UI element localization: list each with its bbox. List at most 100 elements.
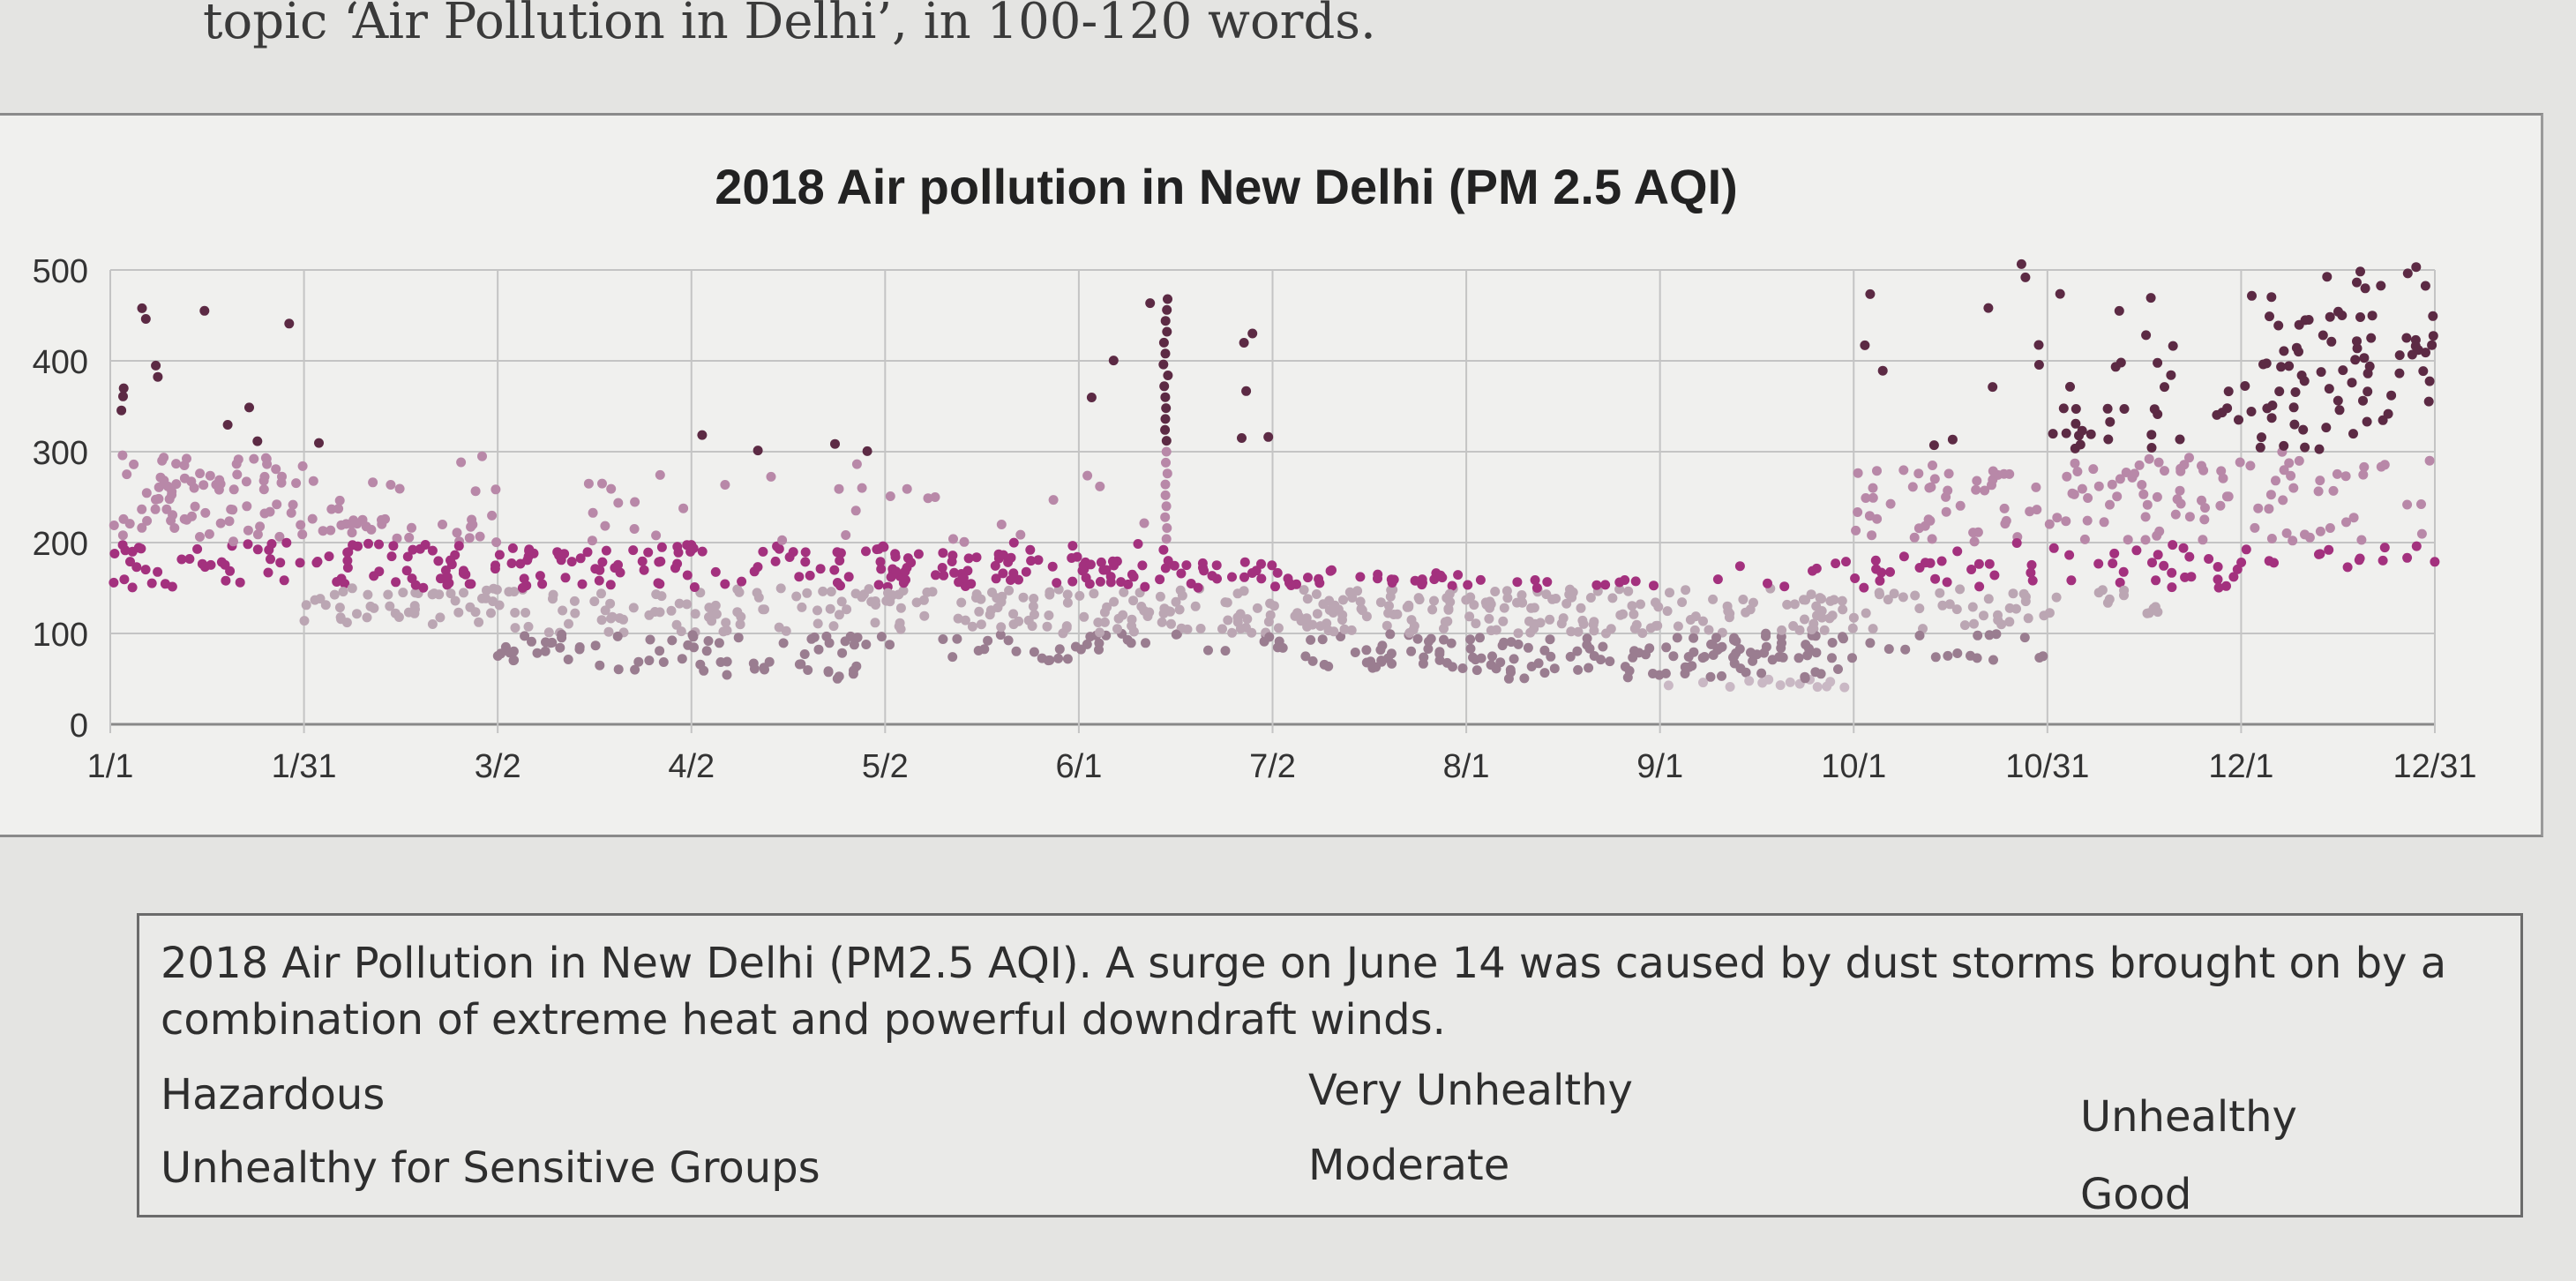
- data-point: [1868, 483, 1878, 493]
- data-point: [1539, 645, 1550, 655]
- data-point: [1689, 633, 1699, 643]
- y-tick-label: 400: [33, 344, 88, 381]
- data-point: [2115, 474, 2125, 484]
- data-point: [459, 588, 468, 598]
- data-point: [2112, 491, 2123, 502]
- data-point: [2430, 557, 2440, 567]
- data-point: [2065, 381, 2075, 392]
- data-point: [1096, 557, 1106, 567]
- page-header-text: topic ‘Air Pollution in Delhi’, in 100-1…: [203, 0, 1376, 50]
- data-point: [2200, 503, 2210, 513]
- data-point: [845, 631, 856, 641]
- data-point: [672, 542, 683, 552]
- data-point: [677, 654, 687, 664]
- data-point: [2026, 559, 2037, 570]
- data-point: [1465, 643, 1476, 654]
- data-point: [1263, 617, 1274, 627]
- data-point: [1163, 294, 1172, 304]
- data-point: [1764, 674, 1774, 685]
- data-point: [2103, 434, 2114, 445]
- data-point: [1848, 612, 1859, 623]
- chart-panel: 2018 Air pollution in New Delhi (PM 2.5 …: [0, 113, 2543, 837]
- data-point: [1502, 593, 1513, 603]
- data-point: [1711, 633, 1721, 643]
- data-point: [2340, 471, 2351, 482]
- data-point: [2350, 355, 2361, 365]
- data-point: [1075, 644, 1086, 655]
- data-point: [408, 544, 418, 555]
- data-point: [1423, 644, 1434, 654]
- data-point: [1252, 603, 1262, 613]
- data-point: [630, 497, 640, 507]
- data-point: [1864, 511, 1875, 521]
- data-point: [2313, 486, 2324, 497]
- data-point: [1439, 634, 1449, 645]
- data-point: [800, 557, 811, 567]
- data-point: [735, 619, 745, 630]
- data-point: [857, 483, 867, 493]
- data-point: [1875, 575, 1885, 586]
- data-point: [418, 582, 429, 593]
- data-point: [1162, 468, 1172, 479]
- data-point: [1128, 596, 1139, 606]
- data-point: [1307, 655, 1318, 666]
- data-point: [2269, 558, 2279, 568]
- data-point: [2257, 432, 2266, 443]
- data-point: [2299, 376, 2310, 386]
- data-point: [157, 455, 168, 466]
- data-point: [1465, 592, 1476, 603]
- data-point: [329, 589, 340, 600]
- data-point: [1078, 560, 1089, 571]
- data-point: [2086, 429, 2096, 439]
- data-point: [299, 616, 310, 626]
- data-point: [1242, 614, 1253, 625]
- data-point: [427, 619, 438, 629]
- data-point: [1722, 601, 1733, 611]
- data-point: [575, 553, 586, 564]
- data-point: [2266, 534, 2277, 543]
- data-point: [1161, 534, 1172, 544]
- data-point: [1779, 581, 1790, 592]
- data-point: [1283, 573, 1293, 584]
- data-point: [864, 584, 874, 595]
- data-point: [2071, 404, 2081, 414]
- data-point: [1984, 558, 1995, 569]
- data-point: [2044, 608, 2055, 618]
- data-point: [2300, 442, 2310, 453]
- data-point: [464, 533, 475, 543]
- data-point: [131, 562, 142, 573]
- data-point: [1914, 603, 1925, 614]
- data-point: [1444, 588, 1455, 599]
- data-point: [1968, 528, 1979, 538]
- data-point: [2401, 333, 2412, 343]
- data-point: [2300, 529, 2310, 540]
- data-point: [453, 541, 464, 551]
- data-point: [388, 541, 399, 551]
- data-point: [923, 493, 933, 504]
- data-point: [2160, 466, 2169, 476]
- data-point: [297, 461, 308, 471]
- data-point: [2180, 572, 2190, 582]
- data-point: [2105, 416, 2115, 427]
- data-point: [653, 578, 663, 588]
- data-point: [1346, 625, 1357, 635]
- data-point: [1889, 588, 1899, 599]
- data-point: [2119, 585, 2130, 596]
- data-point: [1614, 577, 1625, 588]
- data-point: [2223, 386, 2234, 397]
- data-point: [548, 594, 558, 604]
- data-point: [1984, 630, 1995, 640]
- data-point: [120, 545, 131, 556]
- data-point: [2325, 523, 2335, 533]
- data-point: [1357, 605, 1367, 616]
- data-point: [231, 459, 242, 469]
- data-point: [1822, 681, 1832, 692]
- data-point: [1220, 646, 1231, 656]
- data-point: [118, 391, 128, 401]
- data-point: [1868, 624, 1878, 634]
- data-point: [494, 550, 505, 560]
- data-point: [2137, 480, 2147, 490]
- data-point: [184, 554, 195, 564]
- data-point: [1681, 585, 1691, 596]
- data-point: [818, 586, 828, 596]
